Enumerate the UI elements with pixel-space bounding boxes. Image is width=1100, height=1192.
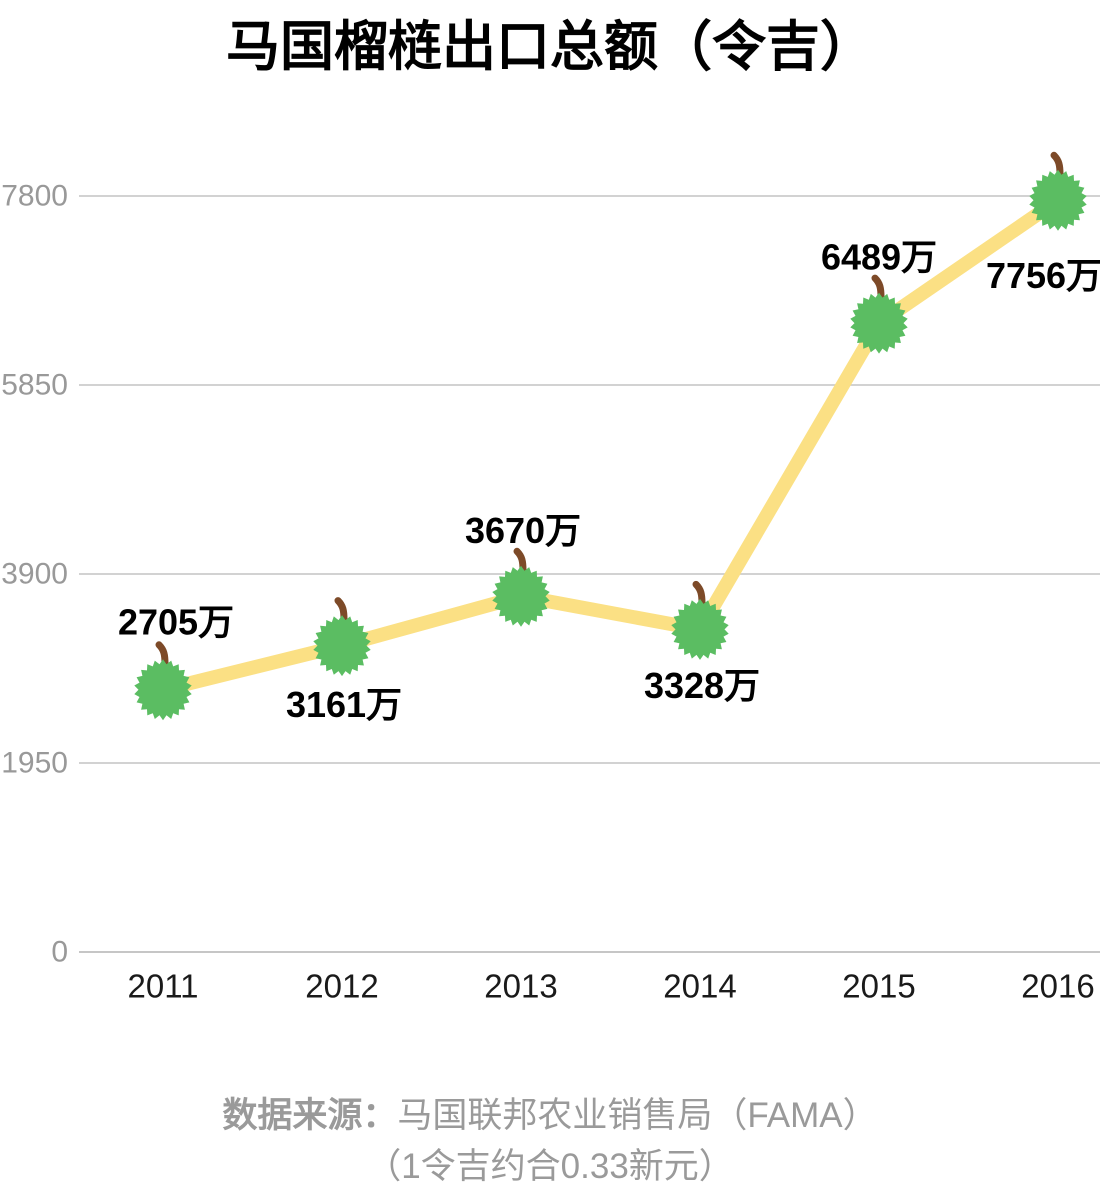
page-title: 马国榴梿出口总额（令吉） — [226, 17, 874, 77]
y-tick-label: 5850 — [1, 369, 68, 402]
durian-marker — [492, 547, 550, 627]
series-line — [161, 194, 1062, 697]
y-tick-label: 7800 — [1, 180, 68, 213]
source-line-2: （1令吉约合0.33新元） — [366, 1147, 734, 1186]
y-tick-label: 0 — [51, 936, 68, 969]
durian-stem-icon — [513, 547, 527, 574]
durian-marker — [313, 597, 371, 677]
data-point-label: 6489万 — [821, 237, 937, 278]
y-tick-label: 1950 — [1, 747, 68, 780]
durian-body-icon — [134, 659, 192, 721]
source-label: 数据来源： — [222, 1096, 398, 1135]
data-point-label: 3328万 — [644, 665, 760, 706]
durian-body-icon — [313, 615, 371, 677]
durian-marker — [1029, 151, 1087, 231]
x-tick-label: 2014 — [663, 968, 736, 1005]
durian-stem-icon — [155, 641, 169, 668]
durian-marker — [134, 641, 192, 721]
x-tick-label: 2012 — [305, 968, 378, 1005]
data-point-label: 7756万 — [986, 255, 1100, 296]
durian-body-icon — [671, 598, 729, 660]
durian-stem-icon — [1050, 151, 1064, 178]
data-point-label: 3161万 — [286, 684, 402, 725]
data-point-label: 2705万 — [118, 601, 234, 642]
x-tick-label: 2015 — [842, 968, 915, 1005]
x-tick-label: 2016 — [1021, 968, 1094, 1005]
source-note: 数据来源：马国联邦农业销售局（FAMA） （1令吉约合0.33新元） — [0, 1090, 1100, 1192]
durian-marker — [671, 580, 729, 660]
durian-stem-icon — [871, 274, 885, 301]
durian-body-icon — [1029, 169, 1087, 231]
x-tick-label: 2013 — [484, 968, 557, 1005]
durian-body-icon — [850, 292, 908, 354]
durian-stem-icon — [692, 580, 706, 607]
y-tick-label: 3900 — [1, 558, 68, 591]
durian-stem-icon — [334, 597, 348, 624]
source-line-1: 数据来源：马国联邦农业销售局（FAMA） — [0, 1090, 1100, 1141]
durian-body-icon — [492, 565, 550, 627]
x-tick-label: 2011 — [128, 968, 199, 1005]
data-point-label: 3670万 — [465, 510, 581, 551]
durian-marker — [850, 274, 908, 354]
source-org: 马国联邦农业销售局（FAMA） — [397, 1096, 878, 1135]
